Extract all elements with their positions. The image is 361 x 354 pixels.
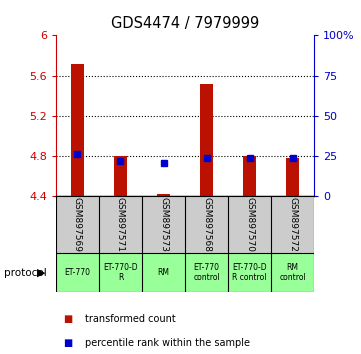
Bar [71, 64, 84, 196]
Text: GSM897572: GSM897572 [288, 197, 297, 252]
Text: transformed count: transformed count [85, 314, 175, 324]
Text: RM: RM [157, 268, 170, 277]
Text: ET-770-D
R control: ET-770-D R control [232, 263, 267, 282]
Bar [114, 156, 127, 196]
Text: ET-770-D
R: ET-770-D R [103, 263, 138, 282]
Text: GSM897573: GSM897573 [159, 197, 168, 252]
Bar [200, 84, 213, 196]
Bar [243, 156, 256, 196]
Text: RM
control: RM control [279, 263, 306, 282]
Text: ■: ■ [63, 314, 73, 324]
Text: GSM897571: GSM897571 [116, 197, 125, 252]
Text: GSM897569: GSM897569 [73, 197, 82, 252]
Text: protocol: protocol [4, 268, 46, 278]
Bar [157, 194, 170, 196]
Title: GDS4474 / 7979999: GDS4474 / 7979999 [111, 16, 259, 32]
Text: ■: ■ [63, 338, 73, 348]
Text: ET-770: ET-770 [65, 268, 91, 277]
Text: ET-770
control: ET-770 control [193, 263, 220, 282]
Text: percentile rank within the sample: percentile rank within the sample [85, 338, 250, 348]
Bar [286, 158, 299, 196]
Text: GSM897568: GSM897568 [202, 197, 211, 252]
Text: ▶: ▶ [37, 268, 46, 278]
Text: GSM897570: GSM897570 [245, 197, 254, 252]
